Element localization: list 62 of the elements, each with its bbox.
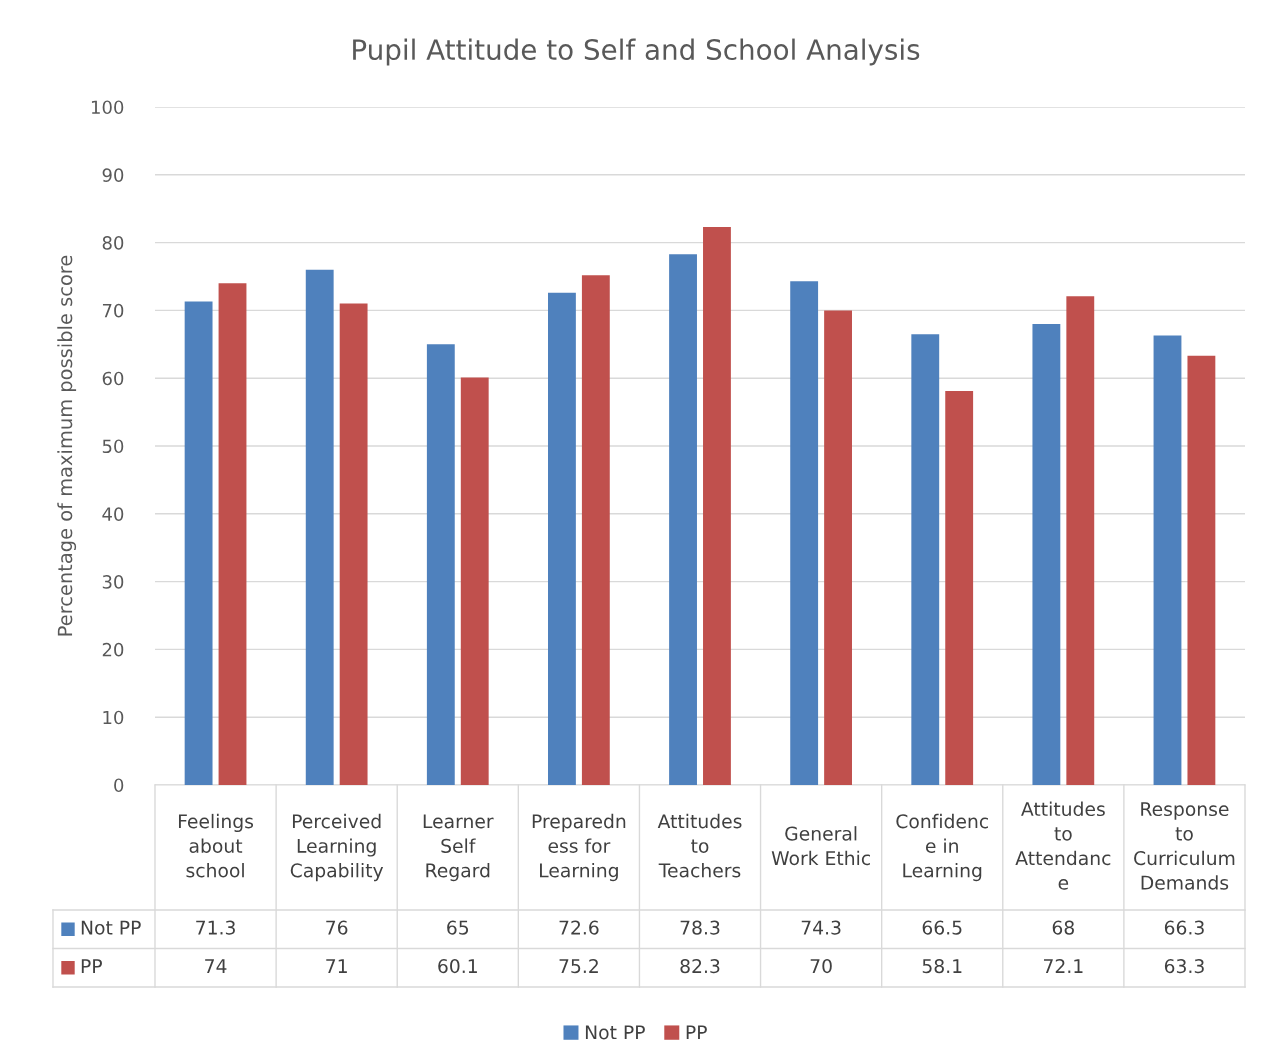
- data-label: 75.2: [559, 959, 598, 974]
- chart-title: Pupil Attitude to Self and School Analysis: [353, 38, 920, 66]
- y-tick-label: 20: [102, 642, 124, 657]
- y-tick-label: 0: [114, 778, 124, 793]
- data-label: 70: [810, 959, 832, 974]
- data-label: 60.1: [438, 959, 477, 974]
- bar: [824, 310, 852, 785]
- data-label: 76: [326, 920, 348, 935]
- data-label: 66.5: [922, 920, 962, 935]
- bar: [184, 301, 213, 785]
- x-tick-label: Perceived Learning Capability: [290, 813, 384, 882]
- legend-label: PP: [81, 959, 102, 973]
- bar: [426, 344, 455, 785]
- x-tick-label: Attitudes to Attendanc e: [1015, 801, 1111, 890]
- bar: [548, 292, 576, 785]
- y-tick-label: 60: [102, 371, 124, 386]
- bar: [790, 281, 819, 785]
- x-tick-label: Learner Self Regard: [423, 814, 494, 882]
- x-tick-label: Response to Curriculum Demands: [1134, 802, 1235, 890]
- y-axis-title: Percentage of maximum possible score: [57, 255, 77, 636]
- y-tick-label: 50: [102, 439, 124, 454]
- bar: [945, 391, 974, 785]
- x-tick-label: Attitudes to Teachers: [657, 813, 742, 878]
- data-label: 68: [1052, 920, 1074, 935]
- text: PP: [686, 1025, 707, 1040]
- bar: [669, 254, 697, 785]
- bar: [305, 269, 334, 785]
- x-tick-label: General Work Ethic: [771, 826, 870, 866]
- data-label: 71.3: [196, 920, 235, 935]
- bar: [339, 303, 368, 785]
- text: Not PP: [585, 1025, 645, 1040]
- data-label: 74: [205, 959, 227, 973]
- data-label: 82.3: [680, 959, 720, 974]
- data-label: 65: [447, 920, 469, 935]
- y-tick-label: 70: [102, 303, 124, 318]
- x-tick-label: Feelings about school: [179, 813, 254, 878]
- bar: [911, 334, 940, 785]
- y-tick-label: 30: [102, 575, 124, 589]
- y-tick-label: 100: [91, 100, 124, 115]
- x-tick-label: Preparedn ess for Learning: [532, 813, 626, 882]
- bar: [1066, 296, 1095, 785]
- data-label: 66.3: [1164, 920, 1204, 935]
- data-label: 63.3: [1164, 959, 1204, 974]
- data-label: 71: [326, 959, 347, 973]
- data-label: 78.3: [680, 920, 720, 935]
- bar: [1153, 335, 1182, 785]
- data-label: 72.6: [559, 920, 599, 935]
- legend-label: Not PP: [81, 920, 141, 935]
- y-tick-label: 90: [102, 168, 124, 182]
- y-tick-label: 40: [102, 507, 124, 521]
- y-tick-label: 10: [103, 710, 124, 725]
- bar: [1187, 355, 1216, 785]
- bar: [703, 227, 731, 785]
- data-label: 74.3: [801, 920, 841, 935]
- bar: [218, 283, 247, 785]
- data-label: 72.1: [1044, 959, 1083, 973]
- data-label: 58.1: [922, 959, 962, 974]
- y-tick-label: 80: [102, 236, 124, 250]
- bar: [581, 275, 610, 785]
- x-tick-label: Confidenc e in Learning: [896, 813, 988, 882]
- bar: [1032, 323, 1061, 785]
- bar: [460, 377, 489, 785]
